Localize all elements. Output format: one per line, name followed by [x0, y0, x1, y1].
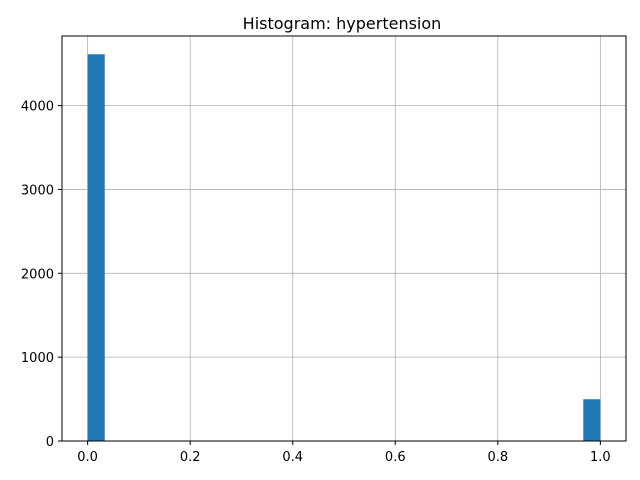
x-tick-label-5: 1.0: [590, 450, 611, 465]
y-tick-label-1: 1000: [21, 351, 54, 366]
x-tick-label-4: 0.8: [487, 450, 508, 465]
plot-area-frame: [61, 35, 627, 442]
grid-lines: [62, 36, 626, 442]
histogram-bar-1: [583, 399, 601, 441]
x-tick-label-1: 0.2: [180, 450, 201, 465]
chart-title: Histogram: hypertension: [243, 14, 442, 33]
histogram-bar-0: [87, 54, 105, 441]
bars: [87, 54, 601, 441]
x-tick-label-0: 0.0: [77, 450, 98, 465]
x-tick-label-3: 0.6: [385, 450, 406, 465]
y-tick-label-3: 3000: [21, 183, 54, 198]
y-tick-label-4: 4000: [21, 100, 54, 115]
x-tick-label-2: 0.4: [282, 450, 303, 465]
y-tick-label-2: 2000: [21, 267, 54, 282]
y-tick-label-0: 0: [46, 435, 54, 450]
axis-ticks: 0.0 0.2 0.4 0.6 0.8 1.0 0 1000 2000 3000 4000: [21, 100, 611, 465]
